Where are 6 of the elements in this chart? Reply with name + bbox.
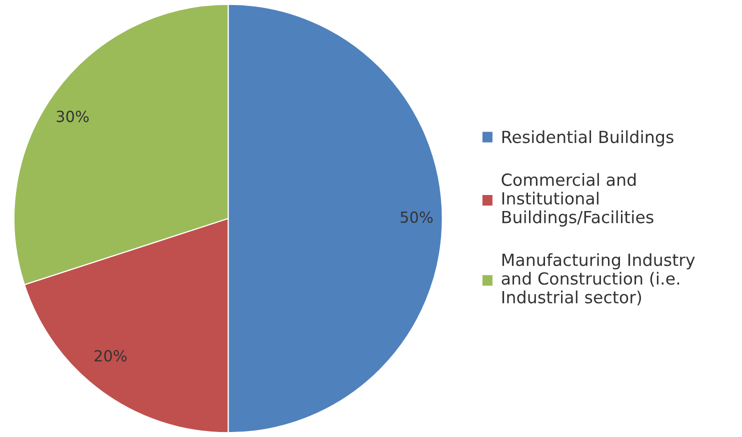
- data-label: 20%: [94, 350, 127, 362]
- legend-label: Commercial and Institutional Buildings/Facilities: [502, 173, 654, 227]
- legend-label: Residential Buildings: [502, 130, 674, 146]
- data-label: 50%: [400, 211, 433, 223]
- legend-label: Manufacturing Industry and Construction (i.e. Industrial sector): [502, 253, 695, 306]
- data-label: 30%: [56, 110, 89, 122]
